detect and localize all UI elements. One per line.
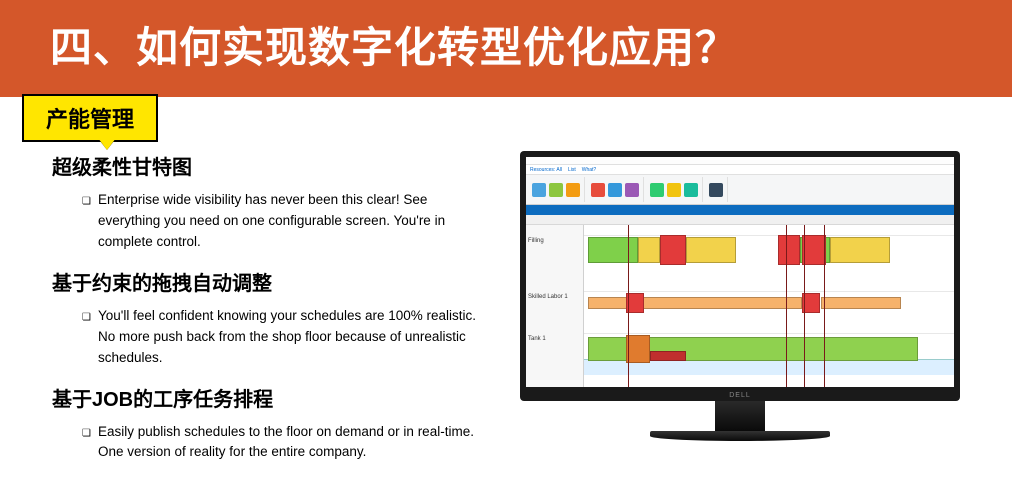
monitor-brand-label: DELL bbox=[729, 392, 751, 399]
section-2-heading: 基于约束的拖拽自动调整 bbox=[52, 267, 482, 296]
menu-item: What? bbox=[582, 167, 596, 172]
ribbon-icon bbox=[709, 183, 723, 197]
gantt-marker-line bbox=[628, 225, 629, 387]
page-title: 四、如何实现数字化转型优化应用？ bbox=[50, 14, 962, 75]
app-ribbon bbox=[526, 175, 954, 205]
ribbon-group bbox=[705, 177, 728, 202]
gantt-row-label: Skilled Labor 1 bbox=[528, 294, 568, 300]
ribbon-icon bbox=[684, 183, 698, 197]
ribbon-group bbox=[646, 177, 703, 202]
section-3-text: Easily publish schedules to the floor on… bbox=[98, 422, 482, 464]
ribbon-group bbox=[587, 177, 644, 202]
gantt-bar bbox=[650, 351, 686, 361]
section-1-text: Enterprise wide visibility has never bee… bbox=[98, 190, 482, 253]
section-3-bullet: ❏ Easily publish schedules to the floor … bbox=[52, 422, 482, 464]
gantt-bar bbox=[821, 297, 901, 309]
text-column: 超级柔性甘特图 ❏ Enterprise wide visibility has… bbox=[52, 151, 482, 477]
ribbon-icon bbox=[608, 183, 622, 197]
bullet-icon: ❏ bbox=[82, 194, 98, 210]
ribbon-icon bbox=[625, 183, 639, 197]
ribbon-icon bbox=[532, 183, 546, 197]
ribbon-icon bbox=[549, 183, 563, 197]
menu-item: Resources: All bbox=[530, 167, 562, 172]
bullet-icon: ❏ bbox=[82, 310, 98, 326]
gantt-row-label: Filling bbox=[528, 238, 544, 244]
section-3-heading: 基于JOB的工序任务排程 bbox=[52, 383, 482, 412]
ribbon-icon bbox=[667, 183, 681, 197]
category-tag-arrow bbox=[95, 134, 119, 150]
category-tag-label: 产能管理 bbox=[46, 107, 134, 132]
ribbon-group bbox=[528, 177, 585, 202]
gantt-marker-line bbox=[786, 225, 787, 387]
section-3: 基于JOB的工序任务排程 ❏ Easily publish schedules … bbox=[52, 383, 482, 464]
section-1-heading: 超级柔性甘特图 bbox=[52, 151, 482, 180]
gantt-bar bbox=[626, 335, 650, 363]
gantt-bar bbox=[588, 237, 638, 263]
app-titlebar bbox=[526, 157, 954, 165]
gantt-bar bbox=[686, 237, 736, 263]
gantt-bar bbox=[830, 237, 890, 263]
monitor-stand-neck bbox=[715, 401, 765, 431]
app-sub-toolbar bbox=[526, 215, 954, 225]
monitor-stand-base bbox=[650, 431, 830, 441]
gantt-bar bbox=[802, 235, 826, 265]
gantt-label-column bbox=[526, 225, 584, 387]
ribbon-icon bbox=[566, 183, 580, 197]
gantt-bar bbox=[588, 297, 802, 309]
gantt-bar bbox=[778, 235, 800, 265]
gantt-marker-line bbox=[824, 225, 825, 387]
gantt-bar bbox=[638, 237, 660, 263]
gantt-chart: Filling Skilled Labor 1 Tank 1 bbox=[526, 225, 954, 387]
section-1: 超级柔性甘特图 ❏ Enterprise wide visibility has… bbox=[52, 151, 482, 253]
ribbon-icon bbox=[650, 183, 664, 197]
menu-item: List bbox=[568, 167, 576, 172]
gantt-bar bbox=[660, 235, 686, 265]
monitor-screen: Resources: All List What? Filling Skilled… bbox=[526, 157, 954, 387]
category-tag: 产能管理 bbox=[22, 94, 158, 142]
gantt-marker-line bbox=[804, 225, 805, 387]
section-2-text: You'll feel confident knowing your sched… bbox=[98, 306, 482, 369]
content-area: 超级柔性甘特图 ❏ Enterprise wide visibility has… bbox=[0, 97, 1012, 477]
bullet-icon: ❏ bbox=[82, 426, 98, 442]
app-tabstrip bbox=[526, 205, 954, 215]
gantt-row-label: Tank 1 bbox=[528, 336, 546, 342]
illustration-column: Resources: All List What? Filling Skilled… bbox=[502, 151, 978, 477]
monitor-bezel: Resources: All List What? Filling Skilled… bbox=[520, 151, 960, 401]
section-2: 基于约束的拖拽自动调整 ❏ You'll feel confident know… bbox=[52, 267, 482, 369]
ribbon-icon bbox=[591, 183, 605, 197]
monitor-illustration: Resources: All List What? Filling Skilled… bbox=[520, 151, 960, 441]
app-menubar: Resources: All List What? bbox=[526, 165, 954, 175]
section-2-bullet: ❏ You'll feel confident knowing your sch… bbox=[52, 306, 482, 369]
section-1-bullet: ❏ Enterprise wide visibility has never b… bbox=[52, 190, 482, 253]
header-bar: 四、如何实现数字化转型优化应用？ bbox=[0, 0, 1012, 97]
